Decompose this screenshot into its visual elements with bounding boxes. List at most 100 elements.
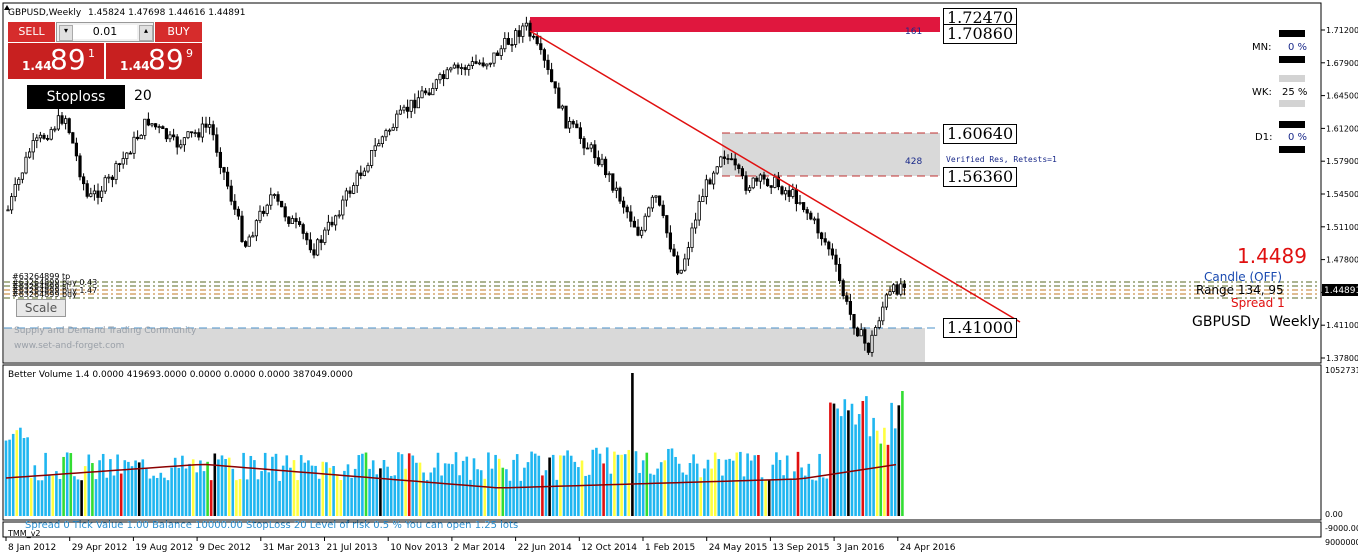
volume-bar — [710, 468, 713, 516]
volume-bar — [379, 468, 382, 516]
candle-body — [521, 25, 525, 37]
candle-body — [449, 67, 453, 71]
trendline[interactable] — [529, 30, 1021, 323]
candle-body — [189, 131, 194, 134]
candle-body — [434, 79, 439, 89]
volume-bar — [631, 373, 634, 516]
candle-body — [179, 144, 183, 148]
candle-body — [823, 238, 827, 243]
volume-bar — [609, 473, 613, 516]
candle-body — [258, 210, 262, 222]
volume-bar — [170, 467, 173, 516]
candle-body — [276, 194, 280, 202]
volume-bar — [343, 470, 346, 516]
time-tick-label: 24 May 2015 — [709, 543, 768, 553]
time-tick-label: 1 Feb 2015 — [645, 543, 695, 553]
candle-body — [294, 218, 298, 222]
buy-price-tile[interactable]: 1.44 89 9 — [106, 43, 202, 79]
watermark-line2: www.set-and-forget.com — [14, 341, 124, 351]
candle-body — [110, 176, 114, 180]
candle-body — [755, 177, 759, 182]
volume-bar — [350, 477, 353, 516]
volume-bar — [148, 478, 152, 516]
candle-body — [337, 214, 341, 217]
candle-body — [240, 215, 244, 242]
candle-body — [650, 196, 655, 209]
lot-stepper[interactable]: ▾ 0.01 ▴ — [56, 22, 154, 42]
volume-bar — [440, 475, 443, 516]
candle-body — [744, 175, 748, 191]
candle-body — [812, 218, 817, 221]
volume-bar — [515, 454, 519, 516]
price-tick-label: 1.37800 — [1326, 354, 1358, 363]
candle-body — [877, 320, 881, 328]
candle-body — [546, 59, 550, 71]
lot-decrease-icon[interactable]: ▾ — [59, 25, 73, 41]
candle-body — [193, 132, 197, 135]
volume-bar — [544, 470, 548, 516]
candle-body — [330, 221, 334, 226]
lot-input[interactable]: 0.01 — [73, 25, 137, 39]
volume-bar — [335, 474, 339, 516]
candle-body — [459, 67, 464, 69]
volume-bar — [15, 430, 19, 516]
volume-bar — [641, 460, 645, 516]
volume-bar — [418, 462, 422, 516]
volume-bar — [681, 472, 685, 516]
candle-body — [830, 248, 835, 256]
candle-body — [348, 190, 352, 194]
lot-increase-icon[interactable]: ▴ — [139, 25, 153, 41]
volume-axis-top: 1052731 — [1325, 366, 1358, 375]
candle-body — [146, 118, 150, 126]
volume-bar — [541, 475, 544, 516]
candle-body — [456, 64, 460, 69]
volume-bar — [461, 460, 465, 516]
candle-body — [438, 74, 442, 81]
candle-body — [161, 126, 165, 130]
candle-body — [582, 138, 586, 149]
volume-bar — [803, 475, 807, 516]
candle-body — [690, 227, 694, 248]
volume-bar — [371, 460, 375, 516]
candle-body — [225, 171, 230, 187]
volume-bar — [303, 462, 307, 516]
candle-body — [143, 118, 147, 136]
collapse-arrow-icon[interactable] — [4, 5, 10, 10]
volume-bar — [490, 468, 494, 516]
candle-body — [333, 215, 338, 226]
sell-button[interactable]: SELL — [8, 22, 55, 42]
candle-body — [132, 136, 136, 154]
volume-bar — [55, 471, 58, 516]
volume-bar — [116, 454, 119, 516]
time-tick-label: 19 Aug 2012 — [135, 543, 193, 553]
price-tick-label: 1.71200 — [1326, 26, 1358, 35]
sell-price-tile[interactable]: 1.44 89 1 — [8, 43, 104, 79]
candle-body — [600, 158, 604, 166]
candle-body — [593, 144, 597, 159]
volume-bar — [425, 479, 429, 516]
candle-body — [254, 220, 258, 237]
candle-body — [564, 105, 568, 129]
volume-bars — [4, 373, 904, 516]
volume-bar — [443, 463, 447, 516]
volume-bar — [123, 460, 127, 516]
volume-bar — [627, 449, 631, 516]
watermark-line1: Supply and Demand Trading Community — [14, 326, 197, 336]
volume-bar — [83, 466, 87, 516]
stoploss-button[interactable]: Stoploss — [27, 85, 125, 109]
volume-bar — [314, 465, 317, 516]
scale-button[interactable]: Scale — [16, 299, 66, 317]
volume-bar — [260, 471, 263, 516]
candle-body — [694, 219, 698, 229]
volume-bar — [868, 436, 872, 516]
candle-body — [852, 313, 856, 329]
candle-body — [848, 301, 853, 315]
volume-bar — [897, 405, 901, 516]
buy-button[interactable]: BUY — [155, 22, 202, 42]
volume-bar — [587, 474, 591, 516]
volume-bar — [101, 453, 105, 516]
volume-bar — [130, 466, 134, 516]
candle-body — [153, 123, 158, 128]
volume-bar — [361, 453, 364, 516]
